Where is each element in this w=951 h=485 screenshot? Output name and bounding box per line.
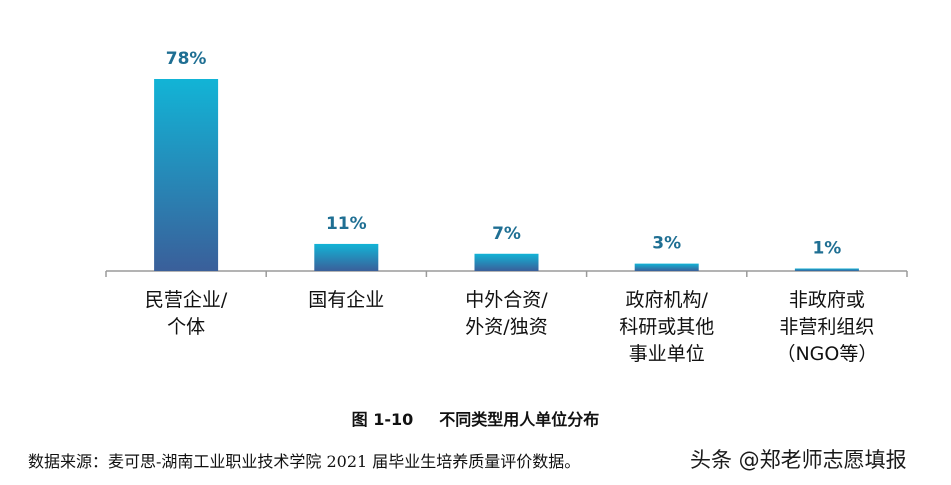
category-label: 外资/独资 [465, 316, 547, 338]
labels-group: 78% 民营企业/个体 11% 国有企业 7% 中外合资/外资/独资 3% 政府机构/科研或其… [145, 49, 877, 365]
figure-number: 图 1-10 [351, 410, 414, 429]
data-label: 78% [166, 49, 207, 69]
category-label: 非营利组织 [779, 316, 874, 338]
bar-chart: 78% 民营企业/个体 11% 国有企业 7% 中外合资/外资/独资 3% 政府机构/科研或其… [105, 49, 908, 365]
category-label: 科研或其他 [619, 316, 714, 338]
x-axis [105, 270, 908, 277]
bar [794, 268, 859, 271]
bar [634, 263, 699, 271]
data-source-note: 数据来源：麦可思-湖南工业职业技术学院 2021 届毕业生培养质量评价数据。 [28, 452, 581, 471]
category-label: 非政府或 [789, 289, 865, 311]
bar [154, 79, 219, 271]
category-label: 事业单位 [629, 343, 705, 365]
category-label: （NGO等） [776, 343, 877, 365]
category-label: 个体 [167, 316, 205, 338]
bars-group [154, 79, 859, 271]
category-label: 国有企业 [308, 289, 384, 311]
category-label: 中外合资/ [465, 289, 548, 311]
data-label: 3% [652, 234, 681, 254]
figure-title: 不同类型用人单位分布 [439, 410, 600, 429]
bar [314, 243, 379, 271]
watermark: 头条 @郑老师志愿填报 [690, 448, 907, 472]
category-label: 民营企业/ [145, 289, 228, 311]
bar [474, 253, 539, 271]
figure-caption: 图 1-10 不同类型用人单位分布 [0, 406, 951, 430]
data-label: 11% [326, 214, 367, 234]
data-label: 1% [812, 239, 841, 259]
data-label: 7% [492, 224, 521, 244]
category-label: 政府机构/ [625, 289, 708, 311]
